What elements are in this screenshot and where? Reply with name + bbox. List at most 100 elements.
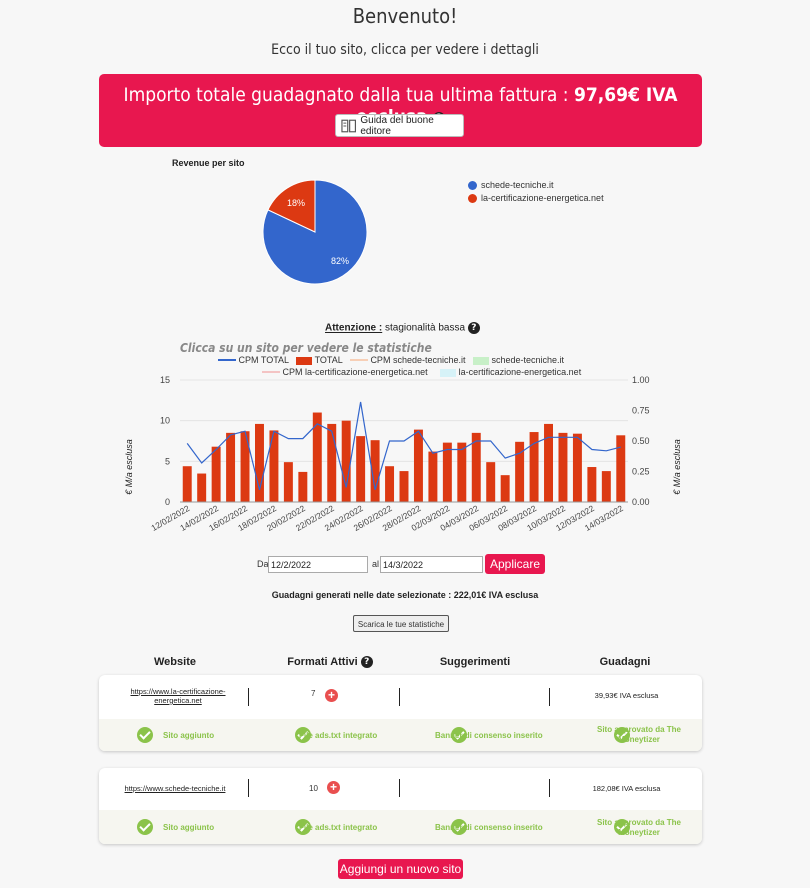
check-label: Banner di consenso inserito: [435, 823, 543, 832]
check-icon: [295, 727, 312, 743]
bar[interactable]: [182, 466, 192, 502]
bar[interactable]: [428, 451, 438, 502]
y2-axis-label: € M/a esclusa: [672, 439, 682, 495]
seasonality-notice: Attenzione : stagionalità bassa ?: [325, 322, 480, 334]
check-label: Sito approvato da The Moneytizer: [596, 818, 681, 837]
bar[interactable]: [341, 420, 351, 502]
check-label: File ads.txt integrato: [299, 823, 378, 832]
bar[interactable]: [327, 423, 337, 502]
site-card[interactable]: https://www.la-certificazione-energetica…: [99, 675, 702, 751]
check-label: Banner di consenso inserito: [435, 731, 543, 740]
help-icon[interactable]: ?: [360, 656, 373, 669]
y-axis-label: € M/a esclusa: [124, 439, 134, 495]
bar[interactable]: [356, 436, 366, 502]
bar[interactable]: [283, 462, 293, 502]
site-checklist: Sito aggiunto File ads.txt integrato Ban…: [99, 810, 702, 844]
bar[interactable]: [601, 471, 611, 502]
column-divider: [399, 779, 400, 797]
bar-legend-item[interactable]: CPM la-certificazione-energetica.net: [262, 367, 428, 377]
apply-button[interactable]: Applicare: [485, 554, 545, 574]
date-to-input[interactable]: [380, 556, 483, 573]
bar[interactable]: [240, 431, 250, 502]
bar[interactable]: [544, 423, 553, 502]
pie-slice-label: 82%: [331, 256, 349, 266]
bar-legend-item[interactable]: CPM TOTAL: [218, 355, 289, 365]
column-divider: [549, 779, 550, 797]
pie-chart-title: Revenue per sito: [172, 158, 245, 168]
bar[interactable]: [572, 433, 582, 502]
bar[interactable]: [312, 412, 322, 502]
y-tick-label: 5: [165, 456, 170, 466]
y-tick-label: 0: [165, 497, 170, 507]
earnings-selected-text: Guadagni generati nelle date selezionate…: [271, 590, 539, 600]
check-icon: [614, 819, 631, 835]
y2-tick-label: 0.75: [632, 406, 650, 416]
bar[interactable]: [370, 440, 380, 502]
bar[interactable]: [442, 442, 452, 502]
bar[interactable]: [269, 430, 279, 502]
table-header-suggestions: Suggerimenti: [439, 656, 511, 668]
y-tick-label: 15: [160, 375, 170, 385]
check-label: Sito aggiunto: [163, 731, 215, 740]
notice-label: Attenzione :: [325, 322, 383, 334]
date-from-input[interactable]: [268, 556, 368, 573]
site-card[interactable]: https://www.schede-tecniche.it 10 + 182,…: [99, 768, 702, 844]
guide-button-label: Guida del buone editore: [360, 114, 434, 137]
formats-count: 7: [311, 689, 316, 698]
y2-tick-label: 0.25: [632, 467, 650, 477]
pie-slice[interactable]: [267, 179, 316, 233]
add-format-icon[interactable]: +: [327, 781, 340, 794]
site-earnings: 182,08€ IVA esclusa: [592, 784, 661, 793]
bar[interactable]: [385, 466, 395, 502]
help-icon[interactable]: ?: [467, 322, 480, 334]
bar-legend-item[interactable]: la-certificazione-energetica.net: [440, 367, 581, 377]
page-title: Benvenuto!: [352, 4, 458, 28]
column-divider: [248, 688, 249, 706]
bar-legend-item[interactable]: CPM schede-tecniche.it: [349, 355, 466, 365]
earnings-banner: Importo totale guadagnato dalla tua ulti…: [99, 74, 702, 147]
bar[interactable]: [211, 446, 221, 502]
bar[interactable]: [616, 435, 626, 502]
bar[interactable]: [255, 423, 264, 502]
bar[interactable]: [486, 462, 496, 502]
bar-legend: CPM TOTAL TOTAL CPM schede-tecniche.it s…: [218, 355, 564, 365]
column-divider: [399, 688, 400, 706]
bar[interactable]: [558, 432, 568, 502]
bar[interactable]: [413, 429, 423, 502]
pie-slice[interactable]: [262, 179, 368, 285]
add-format-icon[interactable]: +: [325, 689, 338, 702]
bar-legend-item[interactable]: TOTAL: [296, 355, 342, 365]
guide-button[interactable]: Guida del buone editore: [335, 114, 464, 137]
pie-legend-label: la-certificazione-energetica.net: [481, 193, 604, 203]
table-header-formats: Formati Attivi ?: [270, 656, 390, 669]
cpm-total-line: [186, 401, 621, 490]
bar[interactable]: [587, 467, 597, 502]
check-icon: [295, 819, 312, 835]
bar[interactable]: [197, 473, 207, 502]
pie-legend-item[interactable]: la-certificazione-energetica.net: [468, 193, 604, 204]
y2-tick-label: 1.00: [632, 375, 650, 385]
y2-tick-label: 0.00: [632, 497, 650, 507]
bar[interactable]: [515, 441, 525, 502]
check-label: File ads.txt integrato: [299, 731, 378, 740]
bar[interactable]: [471, 432, 481, 502]
book-icon: [341, 119, 356, 132]
bar[interactable]: [500, 475, 510, 502]
site-url-link[interactable]: https://www.schede-tecniche.it: [124, 784, 226, 793]
check-label: Sito aggiunto: [163, 823, 215, 832]
bar[interactable]: [399, 471, 409, 502]
click-hint: Clicca su un sito per vedere le statisti…: [180, 341, 432, 355]
bar[interactable]: [226, 432, 236, 502]
pie-legend-item[interactable]: schede-tecniche.it: [468, 180, 554, 191]
pie-legend-label: schede-tecniche.it: [481, 180, 554, 190]
add-site-button[interactable]: Aggiungi un nuovo sito: [338, 859, 463, 879]
y2-tick-label: 0.50: [632, 436, 650, 446]
check-icon: [450, 819, 467, 835]
site-url-link[interactable]: https://www.la-certificazione-energetica…: [130, 687, 226, 705]
bar[interactable]: [457, 442, 467, 502]
bar[interactable]: [298, 471, 308, 502]
download-stats-button[interactable]: Scarica le tue statistiche: [353, 615, 449, 632]
bar-legend-item[interactable]: schede-tecniche.it: [473, 355, 564, 365]
bar[interactable]: [529, 432, 539, 502]
pie-chart: 82% 18%: [262, 179, 368, 285]
